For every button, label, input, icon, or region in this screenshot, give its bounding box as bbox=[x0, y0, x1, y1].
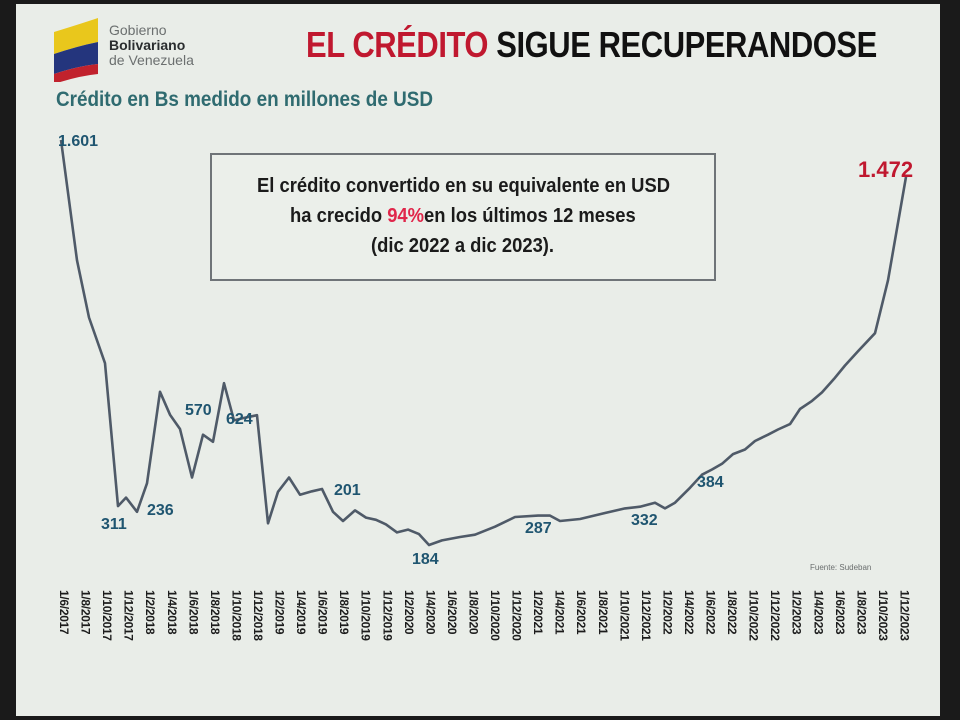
x-tick-label: 1/10/2020 bbox=[488, 590, 502, 641]
callout-box: El crédito convertido en su equivalente … bbox=[210, 153, 716, 281]
data-label: 201 bbox=[334, 482, 361, 499]
data-label: 311 bbox=[101, 516, 127, 533]
x-tick-label: 1/6/2022 bbox=[703, 590, 718, 635]
data-label: 184 bbox=[412, 551, 439, 568]
x-tick-label: 1/12/2023 bbox=[897, 590, 912, 641]
x-tick-label: 1/8/2021 bbox=[595, 590, 610, 635]
x-tick-label: 1/4/2020 bbox=[423, 590, 438, 635]
x-tick-label: 1/4/2018 bbox=[164, 590, 179, 635]
data-label: 1.472 bbox=[858, 157, 913, 182]
x-tick-label: 1/8/2017 bbox=[78, 590, 93, 635]
x-tick-label: 1/12/2021 bbox=[638, 590, 653, 641]
x-tick-label: 1/8/2023 bbox=[854, 590, 869, 635]
x-tick-label: 1/8/2022 bbox=[725, 590, 740, 635]
x-tick-label: 1/12/2019 bbox=[380, 590, 395, 641]
x-tick-label: 1/4/2019 bbox=[294, 590, 309, 635]
x-tick-label: 1/4/2021 bbox=[552, 590, 567, 635]
x-tick-label: 1/2/2019 bbox=[272, 590, 287, 635]
x-tick-label: 1/8/2018 bbox=[207, 590, 222, 635]
title-main: SIGUE RECUPERANDOSE bbox=[496, 24, 877, 65]
x-tick-label: 1/12/2020 bbox=[509, 590, 524, 641]
slide: Gobierno Bolivariano de Venezuela EL CRÉ… bbox=[16, 4, 940, 716]
x-tick-label: 1/6/2021 bbox=[574, 590, 589, 635]
x-tick-label: 1/6/2020 bbox=[444, 590, 459, 635]
x-tick-label: 1/6/2017 bbox=[57, 590, 71, 635]
data-label: 1.601 bbox=[58, 133, 98, 150]
x-tick-label: 1/8/2020 bbox=[466, 590, 481, 635]
title-highlight: EL CRÉDITO bbox=[306, 24, 489, 65]
x-tick-label: 1/10/2023 bbox=[875, 590, 890, 641]
x-tick-label: 1/4/2023 bbox=[811, 590, 826, 635]
data-label: 332 bbox=[631, 512, 658, 529]
data-label: 287 bbox=[525, 520, 552, 537]
x-tick-label: 1/10/2017 bbox=[100, 590, 115, 641]
x-tick-label: 1/6/2018 bbox=[186, 590, 201, 635]
data-label: 236 bbox=[147, 502, 174, 519]
chart-subtitle: Crédito en Bs medido en millones de USD bbox=[56, 88, 434, 111]
x-tick-label: 1/10/2019 bbox=[358, 590, 373, 641]
x-tick-label: 1/12/2022 bbox=[768, 590, 783, 641]
x-tick-label: 1/10/2021 bbox=[617, 590, 632, 641]
credit-series-line bbox=[59, 139, 908, 547]
page-title: EL CRÉDITO SIGUE RECUPERANDOSE bbox=[306, 24, 877, 66]
x-tick-label: 1/2/2018 bbox=[143, 590, 158, 635]
x-tick-label: 1/12/2018 bbox=[250, 590, 265, 641]
source-note: Fuente: Sudeban bbox=[810, 563, 872, 572]
x-tick-label: 1/2/2020 bbox=[401, 590, 416, 635]
x-tick-label: 1/6/2023 bbox=[832, 590, 847, 635]
data-label: 624 bbox=[226, 411, 253, 428]
x-tick-label: 1/10/2018 bbox=[229, 590, 244, 641]
data-label: 570 bbox=[185, 402, 212, 419]
growth-percent: 94% bbox=[387, 205, 425, 227]
x-tick-label: 1/10/2022 bbox=[746, 590, 761, 641]
government-logo-text: Gobierno Bolivariano de Venezuela bbox=[109, 22, 194, 68]
x-tick-label: 1/2/2022 bbox=[660, 590, 675, 635]
x-tick-label: 1/2/2021 bbox=[531, 590, 546, 635]
x-tick-label: 1/2/2023 bbox=[789, 590, 804, 635]
venezuela-flag-icon bbox=[54, 18, 98, 82]
x-tick-label: 1/6/2019 bbox=[315, 590, 330, 635]
x-tick-label: 1/8/2019 bbox=[337, 590, 352, 635]
x-tick-label: 1/12/2017 bbox=[121, 590, 136, 641]
data-label: 384 bbox=[697, 474, 724, 491]
x-tick-label: 1/4/2022 bbox=[681, 590, 696, 635]
